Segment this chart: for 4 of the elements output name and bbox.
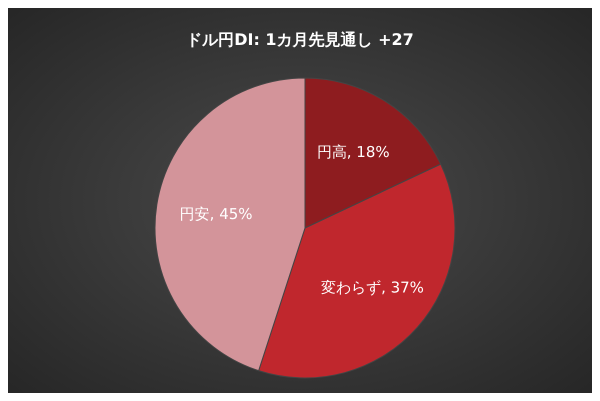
slice-label: 変わらず, 37% <box>321 278 424 297</box>
chart-title: ドル円DI: 1カ月先見通し +27 <box>185 29 415 51</box>
slice-label: 円高, 18% <box>316 143 390 162</box>
slice-label: 円安, 45% <box>180 204 253 223</box>
